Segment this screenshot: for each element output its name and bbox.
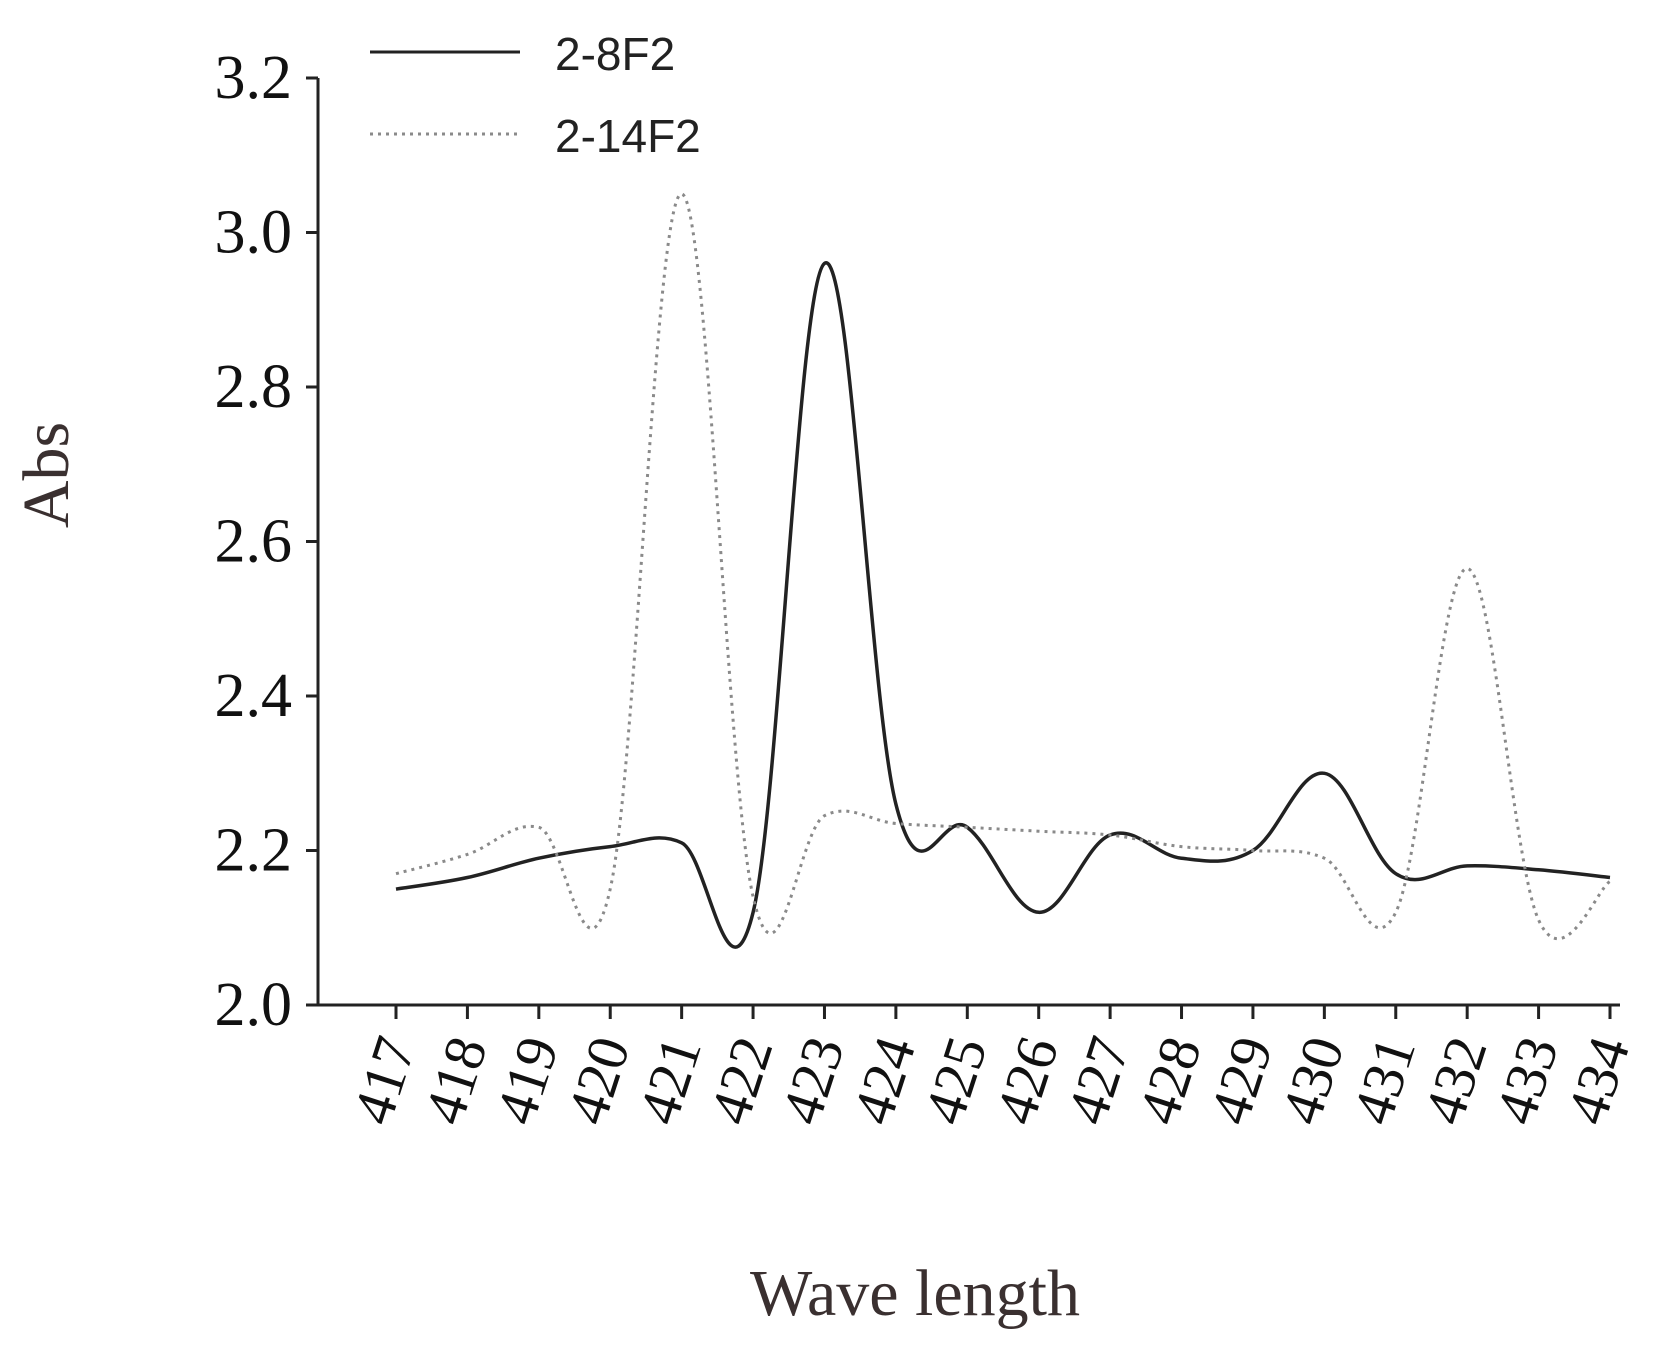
x-tick-label: 425: [911, 1029, 1000, 1132]
y-tick-label: 3.0: [215, 199, 293, 267]
x-tick-label: 419: [482, 1029, 571, 1132]
legend: 2-8F2 2-14F2: [370, 28, 701, 162]
x-tick-label: 421: [625, 1029, 714, 1132]
x-tick-label: 429: [1197, 1029, 1286, 1132]
y-tick-label: 2.8: [215, 353, 293, 421]
x-tick-label: 424: [840, 1029, 929, 1132]
y-tick-label: 2.0: [215, 971, 293, 1039]
series-lines: [395, 192, 1611, 949]
y-ticks: 2.0 2.2 2.4 2.6 2.8 3.0 3.2: [215, 44, 318, 1039]
x-ticks: 4174184194204214224234244254264274284294…: [340, 1005, 1643, 1132]
legend-label: 2-8F2: [555, 28, 675, 80]
series-line-2-14f2: [395, 192, 1611, 941]
x-tick-label: 422: [697, 1029, 786, 1132]
x-tick-label: 430: [1268, 1029, 1357, 1132]
y-tick-label: 3.2: [215, 44, 293, 112]
x-axis-title: Wave length: [750, 1257, 1080, 1330]
y-tick-label: 2.4: [215, 662, 293, 730]
y-tick-label: 2.2: [215, 817, 293, 885]
x-tick-label: 428: [1125, 1029, 1214, 1132]
x-tick-label: 433: [1482, 1029, 1571, 1132]
x-tick-label: 423: [768, 1029, 857, 1132]
series-line-2-8f2: [395, 261, 1611, 949]
x-tick-label: 432: [1411, 1029, 1500, 1132]
x-tick-label: 431: [1339, 1029, 1428, 1132]
x-tick-label: 418: [411, 1029, 500, 1132]
x-tick-label: 434: [1554, 1029, 1643, 1132]
y-tick-label: 2.6: [215, 508, 293, 576]
x-tick-label: 426: [982, 1029, 1071, 1132]
y-axis-title: Abs: [10, 422, 83, 528]
x-tick-label: 427: [1054, 1029, 1143, 1132]
x-tick-label: 420: [554, 1029, 643, 1132]
x-tick-label: 417: [340, 1029, 429, 1132]
legend-label: 2-14F2: [555, 110, 701, 162]
